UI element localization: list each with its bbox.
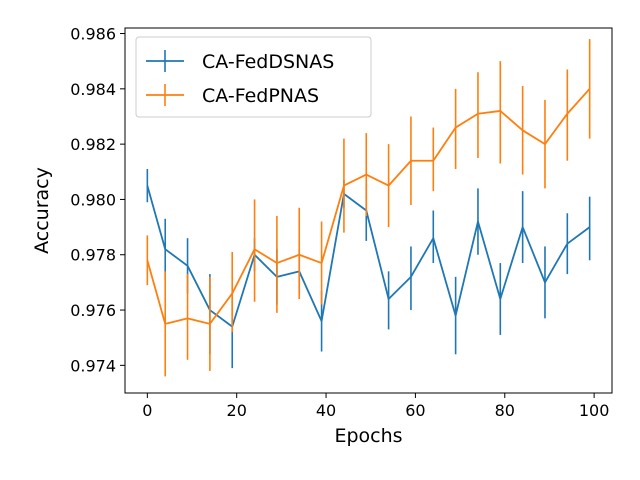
y-tick-label: 0.982 — [70, 135, 116, 154]
x-tick-label: 0 — [142, 401, 152, 420]
series-line — [146, 88, 591, 325]
x-tick-label: 100 — [579, 401, 610, 420]
x-tick-label: 80 — [495, 401, 515, 420]
series-layer — [146, 39, 591, 377]
y-tick-label: 0.984 — [70, 80, 116, 99]
legend: CA-FedDSNAS CA-FedPNAS — [135, 36, 372, 118]
y-tick-label: 0.976 — [70, 301, 116, 320]
axes-frame — [124, 27, 613, 394]
x-tick-label: 20 — [227, 401, 247, 420]
legend-label: CA-FedPNAS — [202, 85, 319, 107]
legend-box — [135, 36, 372, 118]
series-CA-FedPNAS — [146, 39, 591, 377]
y-tick-label: 0.980 — [70, 190, 116, 209]
ticks-layer: 0 20 40 60 80 100 0.974 0.976 0.978 0.980 0.982 0.9… — [70, 25, 609, 420]
legend-entry: CA-FedDSNAS — [146, 50, 334, 73]
x-axis-label: Epochs — [334, 425, 402, 447]
y-tick-label: 0.974 — [70, 356, 116, 375]
y-tick-label: 0.986 — [70, 25, 116, 44]
legend-entry: CA-FedPNAS — [146, 84, 319, 107]
legend-entries: CA-FedDSNAS CA-FedPNAS — [146, 50, 334, 107]
x-tick-label: 40 — [316, 401, 336, 420]
y-axis-label: Accuracy — [31, 167, 53, 254]
y-tick-label: 0.978 — [70, 246, 116, 265]
x-tick-label: 60 — [405, 401, 425, 420]
legend-label: CA-FedDSNAS — [202, 51, 334, 73]
